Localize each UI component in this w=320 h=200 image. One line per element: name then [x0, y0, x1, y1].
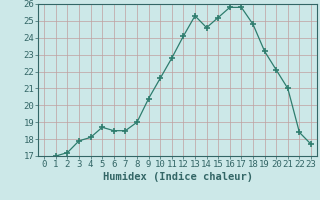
X-axis label: Humidex (Indice chaleur): Humidex (Indice chaleur): [103, 172, 252, 182]
